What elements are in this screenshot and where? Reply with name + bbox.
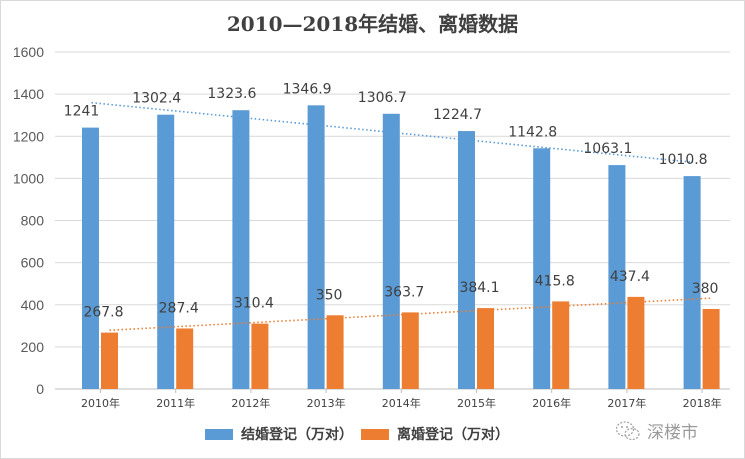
- watermark-text: 深楼市: [647, 423, 698, 443]
- y-tick-label: 1600: [13, 44, 44, 60]
- data-label-marriage: 1306.7: [358, 90, 407, 106]
- y-tick-label: 1000: [13, 170, 44, 186]
- data-label-marriage: 1063.1: [583, 141, 632, 157]
- legend-label-marriage: 结婚登记（万对）: [241, 427, 353, 443]
- data-label-marriage: 1010.8: [659, 152, 708, 168]
- data-label-divorce: 380: [692, 281, 719, 297]
- x-tick-label: 2015年: [457, 396, 496, 410]
- bar-marriage-2017年: [608, 165, 626, 389]
- bar-marriage-2018年: [683, 176, 701, 389]
- x-tick-label: 2014年: [382, 396, 421, 410]
- y-tick-label: 1400: [13, 86, 44, 102]
- legend: 结婚登记（万对） 离婚登记（万对）: [205, 424, 517, 444]
- legend-label-divorce: 离婚登记（万对）: [397, 427, 509, 443]
- x-tick-label: 2016年: [532, 396, 571, 410]
- data-label-divorce: 384.1: [459, 280, 499, 296]
- bar-divorce-2012年: [251, 323, 269, 389]
- bar-marriage-2016年: [533, 148, 551, 389]
- legend-item-divorce[interactable]: 离婚登记（万对）: [361, 424, 509, 444]
- x-tick-label: 2012年: [231, 396, 270, 410]
- x-tick-label: 2010年: [81, 396, 120, 410]
- trendline-divorce: [109, 297, 712, 332]
- chart-title: 2010—2018年结婚、离婚数据: [226, 12, 519, 36]
- y-tick-label: 1200: [13, 128, 44, 144]
- x-tick-label: 2017年: [607, 396, 646, 410]
- watermark: 深楼市: [615, 418, 698, 443]
- x-tick-label: 2011年: [156, 396, 195, 410]
- wechat-icon: [615, 420, 640, 440]
- bar-marriage-2015年: [458, 131, 475, 390]
- y-tick-label: 0: [36, 381, 44, 397]
- data-label-divorce: 310.4: [234, 296, 274, 312]
- x-tick-label: 2018年: [683, 396, 722, 410]
- trendline-marriage: [91, 101, 694, 164]
- data-label-marriage: 1346.9: [283, 81, 332, 97]
- bar-marriage-2010年: [82, 127, 99, 389]
- x-tick-label: 2013年: [307, 396, 346, 410]
- bar-divorce-2014年: [401, 312, 419, 389]
- legend-item-marriage[interactable]: 结婚登记（万对）: [205, 424, 353, 444]
- legend-swatch-marriage: [205, 428, 233, 440]
- bar-marriage-2013年: [307, 105, 325, 389]
- bar-divorce-2017年: [627, 296, 645, 389]
- data-label-divorce: 267.8: [83, 305, 123, 321]
- y-tick-label: 800: [21, 213, 45, 229]
- data-label-divorce: 437.4: [610, 269, 650, 285]
- bar-divorce-2013年: [326, 315, 344, 389]
- data-label-marriage: 1241: [64, 104, 100, 120]
- data-label-divorce: 350: [316, 287, 343, 303]
- data-label-divorce: 363.7: [384, 284, 424, 300]
- bar-marriage-2011年: [157, 114, 175, 389]
- bar-divorce-2016年: [552, 301, 570, 389]
- legend-swatch-divorce: [361, 428, 389, 440]
- y-tick-label: 200: [21, 339, 45, 355]
- data-label-marriage: 1142.8: [508, 124, 557, 140]
- data-label-marriage: 1224.7: [433, 107, 482, 123]
- y-tick-label: 600: [21, 255, 45, 271]
- y-tick-label: 400: [21, 297, 45, 313]
- bar-marriage-2014年: [382, 113, 400, 390]
- data-label-marriage: 1323.6: [207, 86, 256, 102]
- bar-marriage-2012年: [232, 110, 250, 390]
- data-label-marriage: 1302.4: [132, 91, 181, 107]
- bar-divorce-2015年: [477, 308, 494, 389]
- bar-divorce-2011年: [176, 328, 194, 389]
- bar-divorce-2018年: [702, 308, 720, 389]
- data-label-divorce: 415.8: [535, 273, 575, 289]
- data-label-divorce: 287.4: [159, 300, 199, 316]
- bar-divorce-2010年: [101, 332, 118, 389]
